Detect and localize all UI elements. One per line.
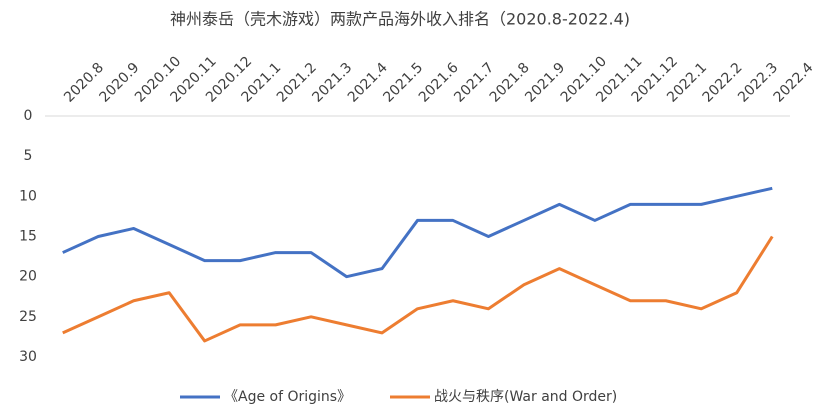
legend-label: 战火与秩序(War and Order) [434, 389, 617, 405]
y-tick-label: 5 [24, 148, 33, 164]
y-tick-label: 15 [19, 229, 37, 245]
chart-title: 神州泰岳（壳木游戏）两款产品海外收入排名（2020.8-2022.4) [170, 10, 630, 29]
x-tick-label: 2022.4 [771, 60, 817, 106]
y-tick-label: 0 [24, 108, 33, 124]
y-tick-label: 20 [19, 269, 37, 285]
y-tick-label: 30 [19, 349, 37, 365]
series-line [62, 186, 773, 279]
legend-label: 《Age of Origins》 [224, 389, 351, 405]
y-tick-label: 10 [19, 188, 37, 204]
series-line [62, 235, 774, 343]
y-tick-label: 25 [19, 309, 37, 325]
